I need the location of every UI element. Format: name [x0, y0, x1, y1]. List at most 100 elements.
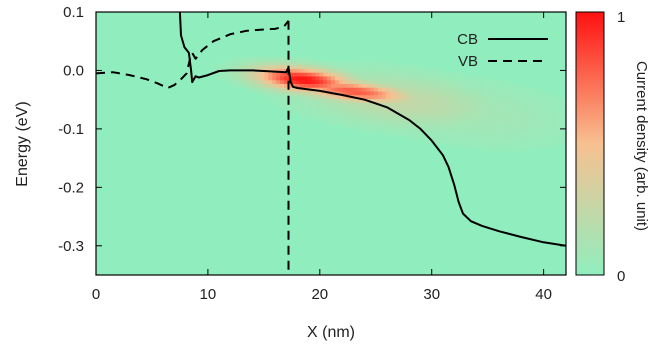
heatmap-cell	[432, 98, 438, 103]
heatmap-cell	[334, 87, 340, 92]
heatmap-cell	[550, 132, 555, 137]
heatmap-cell	[417, 79, 422, 84]
heatmap-cell	[342, 72, 348, 77]
heatmap-cell	[519, 87, 524, 92]
heatmap-cell	[276, 94, 281, 100]
heatmap-cell	[315, 60, 320, 66]
heatmap-cell	[425, 128, 430, 133]
heatmap-cell	[287, 98, 293, 103]
heatmap-cell	[479, 98, 485, 103]
heatmap-cell	[303, 79, 309, 84]
legend-label-vb: VB	[458, 53, 478, 70]
heatmap-cell	[413, 128, 418, 133]
heatmap-cell	[479, 75, 485, 81]
heatmap-cell	[538, 90, 544, 96]
heatmap-cell	[519, 128, 524, 133]
heatmap-cell	[319, 90, 324, 96]
heatmap-cell	[475, 124, 481, 130]
heatmap-cell	[389, 87, 395, 92]
heatmap-cell	[503, 135, 508, 141]
heatmap-cell	[264, 87, 269, 92]
heatmap-cell	[554, 132, 559, 137]
heatmap-cell	[405, 68, 410, 73]
heatmap-cell	[413, 75, 418, 81]
heatmap-cell	[440, 105, 446, 111]
heatmap-cell	[436, 120, 442, 126]
heatmap-cell	[244, 87, 250, 92]
heatmap-cell	[389, 132, 395, 137]
heatmap-cell	[503, 98, 508, 103]
heatmap-cell	[448, 117, 454, 122]
heatmap-cell	[291, 72, 297, 77]
heatmap-cell	[522, 124, 528, 130]
heatmap-cell	[479, 120, 485, 126]
heatmap-cell	[342, 109, 348, 115]
heatmap-cell	[475, 135, 481, 141]
heatmap-cell	[327, 98, 332, 103]
heatmap-cell	[307, 60, 313, 66]
heatmap-cell	[342, 75, 348, 81]
heatmap-cell	[389, 75, 395, 81]
heatmap-cell	[436, 83, 442, 88]
heatmap-cell	[468, 120, 473, 126]
heatmap-cell	[237, 75, 242, 81]
heatmap-cell	[287, 57, 293, 62]
heatmap-cell	[519, 124, 524, 130]
heatmap-cell	[464, 143, 469, 148]
heatmap-cell	[542, 117, 548, 122]
heatmap-cell	[413, 102, 418, 107]
heatmap-cell	[440, 94, 446, 100]
heatmap-cell	[268, 72, 273, 77]
heatmap-cell	[432, 105, 438, 111]
heatmap-cell	[550, 139, 555, 145]
heatmap-cell	[538, 135, 544, 141]
heatmap-cell	[425, 120, 430, 126]
heatmap-cell	[354, 113, 360, 118]
heatmap-cell	[483, 94, 489, 100]
heatmap-cell	[248, 79, 254, 84]
heatmap-cell	[460, 109, 465, 115]
heatmap	[96, 12, 566, 275]
heatmap-cell	[350, 75, 356, 81]
colorbar: 1 0 Current density (arb. unit)	[575, 9, 650, 285]
heatmap-cell	[495, 135, 501, 141]
heatmap-cell	[538, 128, 544, 133]
heatmap-cell	[334, 68, 340, 73]
heatmap-cell	[303, 64, 309, 69]
heatmap-cell	[425, 113, 430, 118]
heatmap-cell	[526, 94, 532, 100]
heatmap-cell	[334, 94, 340, 100]
heatmap-cell	[381, 128, 387, 133]
heatmap-cell	[378, 87, 383, 92]
heatmap-cell	[299, 94, 305, 100]
heatmap-cell	[475, 120, 481, 126]
heatmap-cell	[444, 75, 450, 81]
heatmap-cell	[538, 98, 544, 103]
heatmap-cell	[432, 139, 438, 145]
heatmap-cell	[315, 68, 320, 73]
heatmap-cell	[276, 102, 281, 107]
heatmap-cell	[534, 124, 540, 130]
heatmap-cell	[499, 94, 504, 100]
heatmap-cell	[319, 64, 324, 69]
heatmap-cell	[491, 135, 497, 141]
legend-label-cb: CB	[457, 31, 478, 48]
heatmap-cell	[323, 94, 328, 100]
heatmap-cell	[248, 83, 254, 88]
heatmap-cell	[413, 68, 418, 73]
heatmap-cell	[397, 72, 403, 77]
heatmap-cell	[417, 117, 422, 122]
heatmap-cell	[515, 109, 520, 115]
heatmap-cell	[522, 98, 528, 103]
heatmap-cell	[303, 113, 309, 118]
heatmap-cell	[307, 105, 313, 111]
heatmap-cell	[342, 124, 348, 130]
heatmap-cell	[526, 128, 532, 133]
heatmap-cell	[362, 79, 367, 84]
heatmap-cell	[287, 102, 293, 107]
heatmap-cell	[291, 90, 297, 96]
heatmap-cell	[240, 83, 246, 88]
heatmap-cell	[252, 57, 258, 62]
heatmap-cell	[491, 90, 497, 96]
heatmap-cell	[327, 60, 332, 66]
